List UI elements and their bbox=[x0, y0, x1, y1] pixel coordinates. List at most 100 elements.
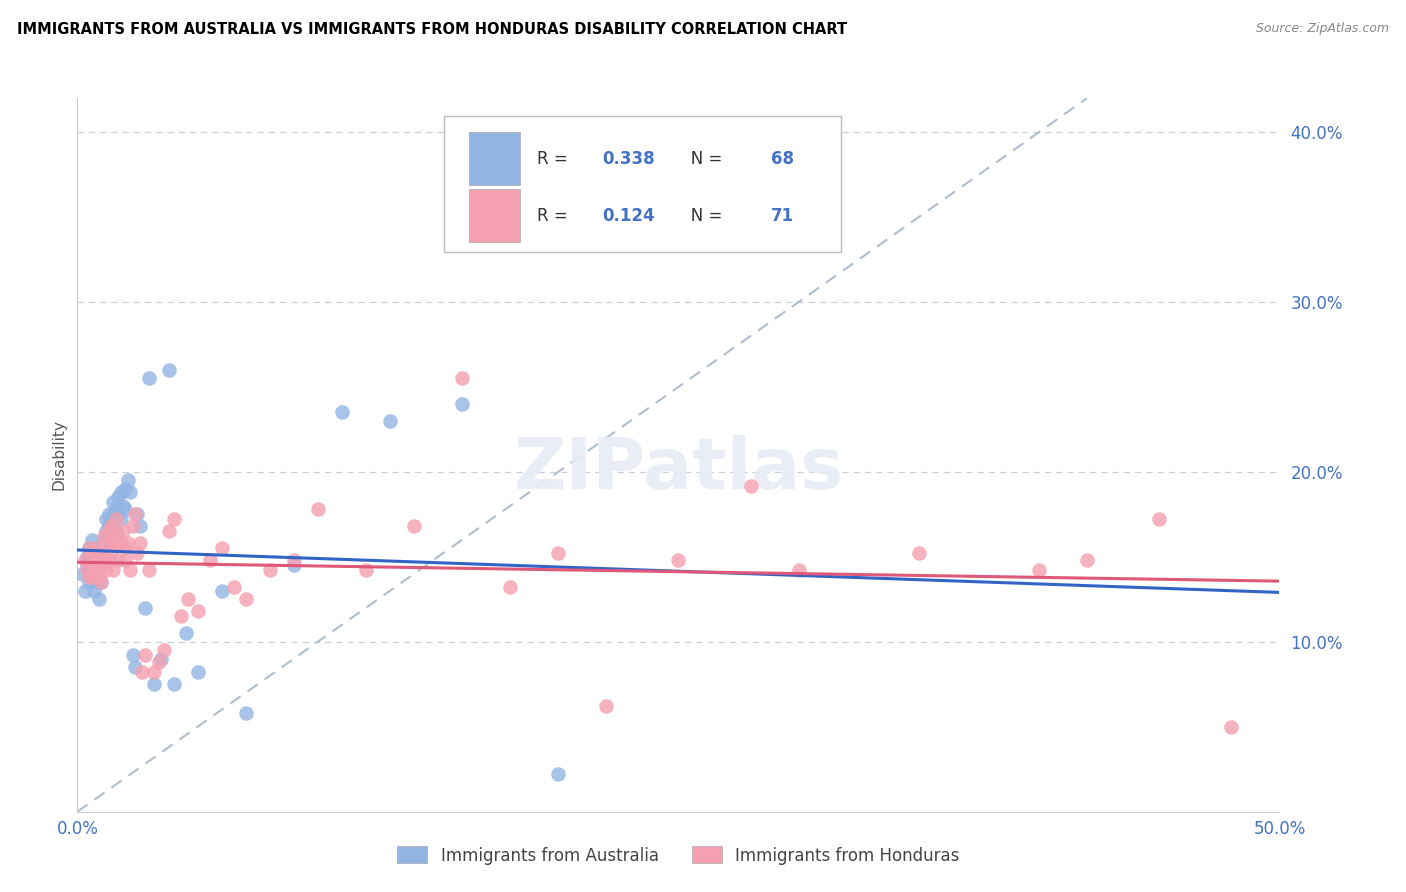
Point bbox=[283, 558, 305, 573]
Point bbox=[83, 570, 105, 584]
Y-axis label: Disability: Disability bbox=[51, 419, 66, 491]
Point bbox=[668, 553, 690, 567]
Point bbox=[90, 575, 112, 590]
Point bbox=[86, 558, 108, 573]
Point bbox=[103, 519, 125, 533]
Point bbox=[97, 519, 120, 533]
Point bbox=[186, 604, 209, 618]
Point bbox=[120, 485, 142, 500]
Point bbox=[96, 512, 118, 526]
Point bbox=[547, 767, 569, 781]
FancyBboxPatch shape bbox=[444, 116, 841, 252]
Text: ZIPatlas: ZIPatlas bbox=[513, 434, 844, 504]
Point bbox=[740, 478, 762, 492]
Point bbox=[117, 536, 139, 550]
Point bbox=[111, 524, 134, 539]
Point bbox=[96, 536, 118, 550]
Point bbox=[103, 564, 125, 578]
Point bbox=[235, 592, 257, 607]
Point bbox=[307, 502, 329, 516]
Point bbox=[354, 564, 377, 578]
Point bbox=[157, 363, 180, 377]
Point bbox=[83, 553, 105, 567]
Point bbox=[117, 474, 139, 488]
Point bbox=[162, 677, 184, 691]
Point bbox=[174, 626, 197, 640]
Point bbox=[131, 665, 153, 680]
Point bbox=[114, 553, 136, 567]
Point bbox=[87, 570, 110, 584]
Point bbox=[128, 519, 150, 533]
Point bbox=[83, 570, 105, 584]
Point bbox=[1028, 564, 1050, 578]
Point bbox=[114, 541, 136, 556]
Point bbox=[100, 546, 122, 560]
Point bbox=[127, 546, 149, 560]
Point bbox=[378, 414, 401, 428]
Point bbox=[157, 524, 180, 539]
Point bbox=[86, 575, 108, 590]
Point bbox=[235, 706, 257, 721]
Point bbox=[134, 600, 156, 615]
Point bbox=[73, 583, 96, 598]
Text: IMMIGRANTS FROM AUSTRALIA VS IMMIGRANTS FROM HONDURAS DISABILITY CORRELATION CHA: IMMIGRANTS FROM AUSTRALIA VS IMMIGRANTS … bbox=[17, 22, 846, 37]
Point bbox=[104, 524, 127, 539]
Point bbox=[186, 665, 209, 680]
Point bbox=[103, 533, 125, 547]
Point bbox=[104, 536, 127, 550]
Point bbox=[80, 564, 103, 578]
Point bbox=[90, 575, 112, 590]
Legend: Immigrants from Australia, Immigrants from Honduras: Immigrants from Australia, Immigrants fr… bbox=[391, 839, 966, 871]
Point bbox=[114, 482, 136, 496]
Point bbox=[80, 533, 103, 547]
Text: 71: 71 bbox=[770, 207, 794, 225]
Point bbox=[83, 583, 105, 598]
Point bbox=[80, 546, 103, 560]
Point bbox=[79, 570, 101, 584]
Point bbox=[93, 533, 115, 547]
Point bbox=[93, 529, 115, 543]
Point bbox=[143, 665, 166, 680]
Point bbox=[90, 549, 112, 564]
Point bbox=[96, 524, 118, 539]
Point bbox=[79, 541, 101, 556]
Point bbox=[90, 541, 112, 556]
Point bbox=[595, 699, 617, 714]
Point bbox=[283, 553, 305, 567]
Point bbox=[124, 660, 146, 674]
Point bbox=[177, 592, 200, 607]
Point bbox=[330, 405, 353, 419]
Point bbox=[259, 564, 281, 578]
Point bbox=[86, 564, 108, 578]
Point bbox=[80, 570, 103, 584]
Point bbox=[111, 499, 134, 513]
Point bbox=[143, 677, 166, 691]
Point bbox=[90, 546, 112, 560]
Point bbox=[90, 558, 112, 573]
Point bbox=[138, 371, 160, 385]
Point bbox=[97, 553, 120, 567]
Text: N =: N = bbox=[675, 150, 727, 168]
Point bbox=[87, 553, 110, 567]
Point bbox=[110, 485, 132, 500]
Point bbox=[138, 564, 160, 578]
FancyBboxPatch shape bbox=[470, 132, 520, 186]
Point bbox=[150, 652, 173, 666]
Point bbox=[908, 546, 931, 560]
Point bbox=[87, 553, 110, 567]
Point bbox=[120, 564, 142, 578]
Point bbox=[107, 553, 129, 567]
Text: R =: R = bbox=[537, 207, 572, 225]
Point bbox=[103, 508, 125, 522]
Point bbox=[86, 549, 108, 564]
Point bbox=[104, 512, 127, 526]
Point bbox=[451, 371, 474, 385]
Point bbox=[451, 397, 474, 411]
Point bbox=[87, 564, 110, 578]
Point bbox=[211, 583, 233, 598]
Point bbox=[79, 575, 101, 590]
Text: Source: ZipAtlas.com: Source: ZipAtlas.com bbox=[1256, 22, 1389, 36]
Point bbox=[70, 566, 93, 581]
Point bbox=[100, 529, 122, 543]
Point bbox=[1076, 553, 1098, 567]
